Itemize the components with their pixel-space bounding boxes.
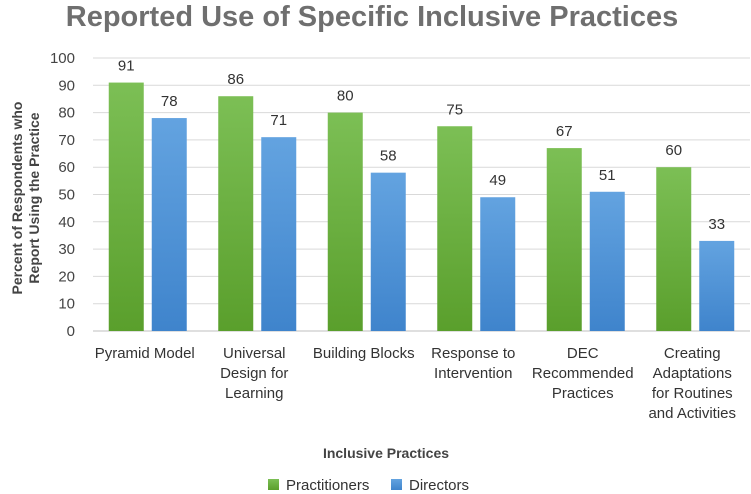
x-tick-line: Creating [664, 345, 721, 362]
x-tick-line: Response to [431, 345, 515, 362]
x-tick-line: Learning [225, 385, 283, 402]
x-tick-line: for Routines [652, 385, 733, 402]
y-tick-label: 70 [58, 132, 75, 149]
y-tick-label: 60 [58, 159, 75, 176]
data-label: 51 [599, 167, 616, 184]
x-tick-label: Creating Adaptations for Routines and Activ… [648, 345, 736, 422]
data-label: 80 [337, 88, 354, 105]
legend-swatch-practitioners [268, 479, 279, 490]
data-label: 33 [708, 216, 725, 233]
data-label: 49 [489, 172, 506, 189]
data-label: 67 [556, 123, 573, 140]
x-tick-line: Design for [220, 365, 288, 382]
legend: Practitioners Directors [268, 477, 469, 494]
gridlines [93, 57, 750, 332]
bar-directors [261, 137, 297, 331]
data-label: 91 [118, 58, 135, 75]
x-tick-label: DEC Recommended Practices [532, 345, 634, 402]
data-label: 58 [380, 148, 397, 165]
bar-directors [589, 191, 625, 331]
y-tick-label: 10 [58, 296, 75, 313]
x-axis-ticks: Pyramid Model Universal Design for Learning… [95, 345, 736, 422]
y-tick-label: 30 [58, 241, 75, 258]
y-axis-title-text: Percent of Respondents whoReport Using t… [9, 102, 42, 295]
x-tick-line: Pyramid Model [95, 345, 195, 362]
x-tick-line: Building Blocks [313, 345, 415, 362]
data-label: 78 [161, 93, 178, 110]
data-label: 60 [665, 142, 682, 159]
y-tick-label: 50 [58, 187, 75, 204]
x-tick-label: Building Blocks [313, 345, 415, 362]
y-tick-label: 100 [50, 50, 75, 67]
bar-directors [699, 240, 735, 331]
data-label: 86 [227, 71, 244, 88]
x-tick-label: Response to Intervention [431, 345, 515, 382]
bar-directors [480, 197, 516, 331]
y-tick-label: 40 [58, 214, 75, 231]
y-tick-label: 80 [58, 105, 75, 122]
bar-directors [151, 118, 187, 331]
bar-practitioners [437, 126, 473, 331]
legend-label-practitioners: Practitioners [286, 477, 369, 494]
x-tick-line: Recommended [532, 365, 634, 382]
x-tick-label: Universal Design for Learning [220, 345, 288, 402]
data-label: 71 [270, 112, 287, 129]
bar-directors [370, 172, 406, 331]
x-tick-line: Intervention [434, 365, 512, 382]
y-tick-label: 90 [58, 77, 75, 94]
x-tick-line: Adaptations [653, 365, 732, 382]
chart-title: Reported Use of Specific Inclusive Pract… [66, 1, 678, 33]
y-tick-label: 0 [67, 323, 75, 340]
x-tick-line: DEC [567, 345, 599, 362]
bar-practitioners [546, 148, 582, 331]
x-tick-line: Universal [223, 345, 286, 362]
data-label: 75 [446, 101, 463, 118]
x-tick-line: and Activities [648, 405, 736, 422]
bar-practitioners [656, 167, 692, 331]
x-axis-title: Inclusive Practices [323, 445, 449, 461]
y-axis-title-line: Percent of Respondents who [9, 102, 25, 295]
y-tick-label: 20 [58, 268, 75, 285]
bar-practitioners [108, 82, 144, 331]
x-tick-label: Pyramid Model [95, 345, 195, 362]
legend-label-directors: Directors [409, 477, 469, 494]
x-tick-line: Practices [552, 385, 614, 402]
y-axis-title-line: Report Using the Practice [26, 112, 42, 283]
bar-practitioners [218, 96, 254, 331]
y-axis-title: Percent of Respondents whoReport Using t… [9, 102, 42, 295]
bars: 91 86 80 75 67 60 78 71 58 49 51 33 [108, 58, 735, 331]
y-axis-ticks: 0 10 20 30 40 50 60 70 80 90 100 [50, 50, 75, 340]
legend-swatch-directors [391, 479, 402, 490]
bar-practitioners [327, 112, 363, 331]
